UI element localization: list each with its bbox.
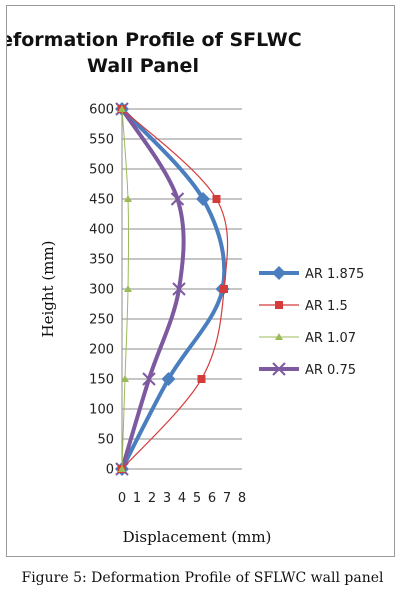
data-point bbox=[212, 195, 221, 203]
data-point bbox=[121, 375, 129, 382]
x-tick-label: 5 bbox=[193, 491, 201, 506]
legend-label: AR 1.07 bbox=[305, 331, 356, 346]
y-tick-label: 300 bbox=[89, 283, 114, 298]
data-point bbox=[196, 192, 210, 206]
chart-frame: Deformation Profile of SFLWC Wall Panel 0 5… bbox=[6, 5, 395, 557]
legend-label: AR 1.875 bbox=[305, 267, 364, 282]
x-tick-label: 2 bbox=[148, 491, 156, 506]
data-point bbox=[142, 372, 156, 386]
y-tick-label: 550 bbox=[89, 133, 114, 148]
data-point bbox=[124, 285, 132, 292]
x-axis-label: Displacement (mm) bbox=[123, 528, 272, 546]
data-point bbox=[118, 105, 126, 112]
y-tick-label: 600 bbox=[89, 103, 114, 118]
x-tick-label: 3 bbox=[163, 491, 171, 506]
figure-caption: Figure 5: Deformation Profile of SFLWC w… bbox=[21, 570, 384, 586]
y-tick-label: 0 bbox=[106, 463, 114, 478]
x-tick-label: 4 bbox=[178, 491, 186, 506]
data-point bbox=[197, 375, 206, 383]
legend-label: AR 1.5 bbox=[305, 299, 348, 314]
x-tick-label: 7 bbox=[223, 491, 231, 506]
data-point bbox=[220, 285, 228, 293]
y-tick-label: 400 bbox=[89, 223, 114, 238]
x-tick-label: 1 bbox=[133, 491, 141, 506]
y-tick-label: 250 bbox=[89, 313, 114, 328]
legend-marker bbox=[275, 301, 283, 309]
legend-marker bbox=[275, 333, 283, 340]
x-tick-label: 6 bbox=[208, 491, 216, 506]
chart-title-line: Wall Panel bbox=[87, 55, 199, 77]
y-axis-label: Height (mm) bbox=[39, 241, 57, 338]
deformation-profile-chart: Deformation Profile of SFLWC Wall Panel 0 5… bbox=[7, 29, 364, 546]
data-point bbox=[118, 465, 126, 472]
y-tick-label: 100 bbox=[89, 403, 114, 418]
y-tick-label: 450 bbox=[89, 193, 114, 208]
y-tick-label: 350 bbox=[89, 253, 114, 268]
y-tick-label: 150 bbox=[89, 373, 114, 388]
legend-marker bbox=[272, 362, 286, 376]
chart-title-line: Deformation Profile of SFLWC bbox=[7, 29, 302, 51]
y-tick-label: 50 bbox=[97, 433, 114, 448]
y-tick-label: 500 bbox=[89, 163, 114, 178]
y-tick-label: 200 bbox=[89, 343, 114, 358]
data-point bbox=[124, 195, 132, 202]
x-tick-label: 8 bbox=[238, 491, 246, 506]
data-point bbox=[170, 192, 185, 206]
data-point bbox=[161, 372, 176, 386]
data-point bbox=[172, 282, 186, 296]
legend-label: AR 0.75 bbox=[305, 363, 356, 378]
x-tick-label: 0 bbox=[118, 491, 126, 506]
legend-marker bbox=[272, 266, 286, 280]
